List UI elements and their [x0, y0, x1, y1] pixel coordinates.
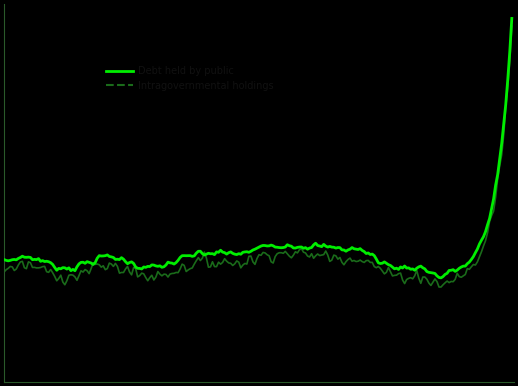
Legend: Debt held by public, Intragovernmental holdings: Debt held by public, Intragovernmental h…: [106, 66, 274, 91]
